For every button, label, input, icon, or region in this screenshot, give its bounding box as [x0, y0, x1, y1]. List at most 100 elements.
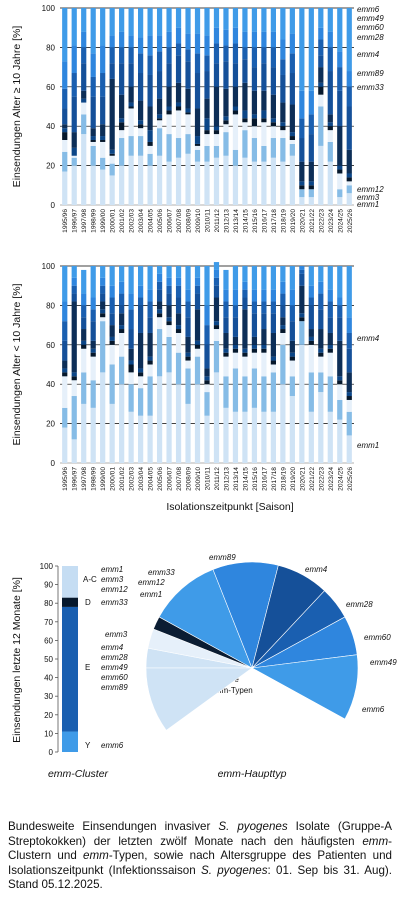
chart2-bar-emm28 [100, 293, 106, 302]
chart1-bar-emm1 [280, 161, 286, 205]
chart1-bar-emm1 [194, 161, 201, 205]
chart4-pie-slice-emm3 [145, 667, 253, 731]
chart1-bar-emm49 [280, 39, 286, 60]
chart2-bar-emm60 [138, 297, 144, 306]
chart2-bar-emm3 [90, 380, 96, 408]
chart1-ytick-label: 40 [46, 122, 55, 131]
chart2-ytick-label: 40 [46, 380, 55, 389]
chart2-xtick-label: 2007/08 [176, 467, 183, 491]
chart1-bar-emm1 [62, 171, 68, 205]
chart1-bar-emm28 [261, 63, 267, 91]
chart2-bar-emm28 [109, 313, 115, 326]
chart2-bar-emm28 [138, 305, 144, 333]
chart2-bar-emm89 [90, 348, 96, 353]
chart1-bar-emm6 [138, 8, 144, 38]
chart1-bar-emm6 [185, 8, 191, 34]
chart2-bar-emm60 [261, 301, 267, 314]
chart1-bar-emm12 [242, 122, 248, 131]
chart2-bar-emm3 [251, 368, 258, 408]
chart2-bar-emm3 [71, 396, 77, 440]
chart1-bar-emm60 [223, 45, 229, 62]
chart1-xtick-label: 2008/09 [186, 209, 193, 233]
chart1-bar-emm4 [242, 82, 248, 111]
chart1-bar-emm3 [289, 143, 295, 156]
chart2-xtick-label: 1998/99 [91, 467, 98, 491]
chart2-bar-emm6 [289, 266, 295, 290]
chart1-bar-emm6 [308, 8, 314, 91]
chart1-bar-emm6 [90, 8, 96, 54]
chart3-ytick-label: 50 [44, 655, 53, 664]
chart1-legend-label: emm12 [357, 185, 384, 194]
chart4-slice-label: emm4 [305, 565, 328, 574]
chart2-bar-emm28 [299, 273, 305, 286]
chart3-ytick-label: 90 [44, 581, 53, 590]
chart1-bar-emm4 [90, 128, 96, 137]
chart1-bar-emm3 [166, 134, 172, 162]
chart2-bar-emm6 [109, 266, 115, 286]
chart2-bar-emm28 [62, 340, 68, 361]
chart2-bar-emm89 [62, 368, 68, 373]
chart1-bar-emm49 [327, 31, 333, 48]
chart1-bar-emm60 [138, 53, 144, 74]
chart2-bar-emm33 [318, 352, 324, 357]
chart2-bar-emm1 [138, 415, 144, 463]
chart2-xtick-label: 2014/15 [242, 467, 249, 491]
chart2-bar-emm6 [175, 266, 182, 278]
chart2-bar-emm89 [109, 336, 115, 341]
chart1-bar-emm12 [327, 130, 333, 142]
chart2-bar-emm33 [261, 348, 267, 353]
chart1-bar-emm12 [280, 130, 286, 139]
chart4-weitere-label: 56 emm-Typen [199, 686, 252, 695]
chart2-bar-emm3 [109, 364, 115, 404]
chart2-xtick-label: 2008/09 [186, 467, 193, 491]
chart2-bar-emm1 [109, 403, 115, 463]
chart1-bar-emm28 [280, 74, 286, 103]
chart2-bar-emm60 [90, 309, 96, 322]
chart2-bar-emm60 [194, 285, 201, 294]
chart2-bar-emm33 [232, 348, 239, 353]
chart2-xtick-label: 1996/97 [72, 467, 79, 491]
chart1-bar-emm49 [337, 51, 343, 68]
chart1-bar-emm89 [90, 136, 96, 140]
chart1-bar-emm49 [194, 33, 201, 54]
chart1-bar-emm4 [280, 102, 286, 123]
chart2-bar-emm89 [166, 317, 172, 322]
chart2-bar-emm28 [223, 317, 229, 333]
chart1-bar-emm3 [232, 149, 239, 166]
chart2-bar-emm28 [261, 313, 267, 330]
chart2-ytick-label: 80 [46, 301, 55, 310]
chart2-bar-emm60 [232, 305, 239, 318]
chart2-bar-emm1 [299, 344, 305, 463]
chart2-bar-emm49 [128, 293, 134, 310]
chart2-bar-emm89 [308, 336, 314, 341]
chart1-bar-emm1 [337, 197, 343, 205]
chart2-bar-emm1 [194, 384, 201, 463]
chart2-xtick-label: 2016/17 [261, 467, 268, 491]
chart1-xtick-label: 2000/01 [110, 209, 117, 233]
chart2-bar-emm28 [90, 321, 96, 341]
chart2-bar-emm6 [223, 269, 229, 290]
chart1-bar-emm28 [242, 59, 248, 83]
chart1-bar-emm28 [318, 55, 324, 68]
chart1-legend-label: emm3 [357, 193, 380, 202]
chart1-bar-emm6 [156, 8, 163, 36]
chart2-bar-emm3 [175, 352, 182, 385]
chart2-bar-emm60 [175, 285, 182, 298]
chart2-bar-emm12 [289, 360, 295, 377]
chart2-bar-emm1 [62, 427, 68, 463]
chart1-bar-emm1 [299, 197, 305, 205]
chart2-bar-emm60 [166, 285, 172, 294]
chart2-bar-emm60 [242, 289, 248, 298]
chart2-xtick-label: 2004/05 [148, 467, 155, 491]
chart1-bar-emm6 [128, 8, 134, 36]
chart1-bar-emm12 [100, 141, 106, 158]
chart1-bar-emm6 [147, 8, 153, 36]
chart1-bar-emm33 [280, 126, 286, 131]
chart1-bar-emm1 [270, 157, 276, 205]
chart1-bar-emm49 [81, 31, 87, 48]
chart1-bar-emm33 [185, 112, 191, 115]
chart3-xlabel: emm-Cluster [48, 768, 109, 780]
chart2-bar-emm89 [318, 348, 324, 353]
chart2-bar-emm6 [62, 266, 68, 302]
chart3-ylabel: Einsendungen letzte 12 Monate [%] [11, 577, 23, 743]
